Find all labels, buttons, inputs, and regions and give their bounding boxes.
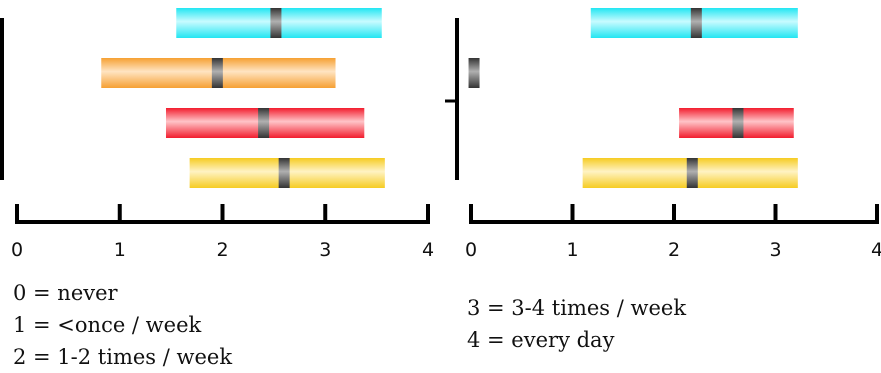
- median-marker: [258, 108, 270, 138]
- x-tick-label: 3: [769, 239, 781, 261]
- legend-right: 3 = 3-4 times / week 4 = every day: [467, 292, 686, 356]
- legend-item-3: 3 = 3-4 times / week: [467, 296, 687, 320]
- x-tick-label: 3: [319, 239, 331, 261]
- x-tick-label: 0: [465, 239, 477, 261]
- legend-left: 0 = never 1 = <once / week 2 = 1-2 times…: [13, 277, 232, 373]
- median-marker: [732, 108, 744, 138]
- median-marker: [468, 58, 480, 88]
- chart-panel-2: 0 1 2 3 4: [445, 8, 881, 261]
- legend-item-1: 1 = <once / week: [13, 313, 202, 337]
- x-tick-label: 4: [422, 239, 434, 261]
- chart-panel-1: 0 1 2 3 4: [0, 8, 434, 261]
- x-tick-label: 2: [668, 239, 680, 261]
- median-marker: [270, 8, 282, 38]
- x-tick-label: 0: [11, 239, 23, 261]
- legend-item-0: 0 = never: [13, 281, 118, 305]
- median-marker: [278, 158, 290, 188]
- legend-item-2: 2 = 1-2 times / week: [13, 345, 233, 369]
- x-tick-label: 1: [566, 239, 578, 261]
- x-tick-label: 2: [216, 239, 228, 261]
- median-marker: [211, 58, 223, 88]
- legend-item-4: 4 = every day: [467, 328, 615, 352]
- median-marker: [690, 8, 702, 38]
- median-marker: [686, 158, 698, 188]
- x-tick-label: 1: [114, 239, 126, 261]
- x-tick-label: 4: [871, 239, 881, 261]
